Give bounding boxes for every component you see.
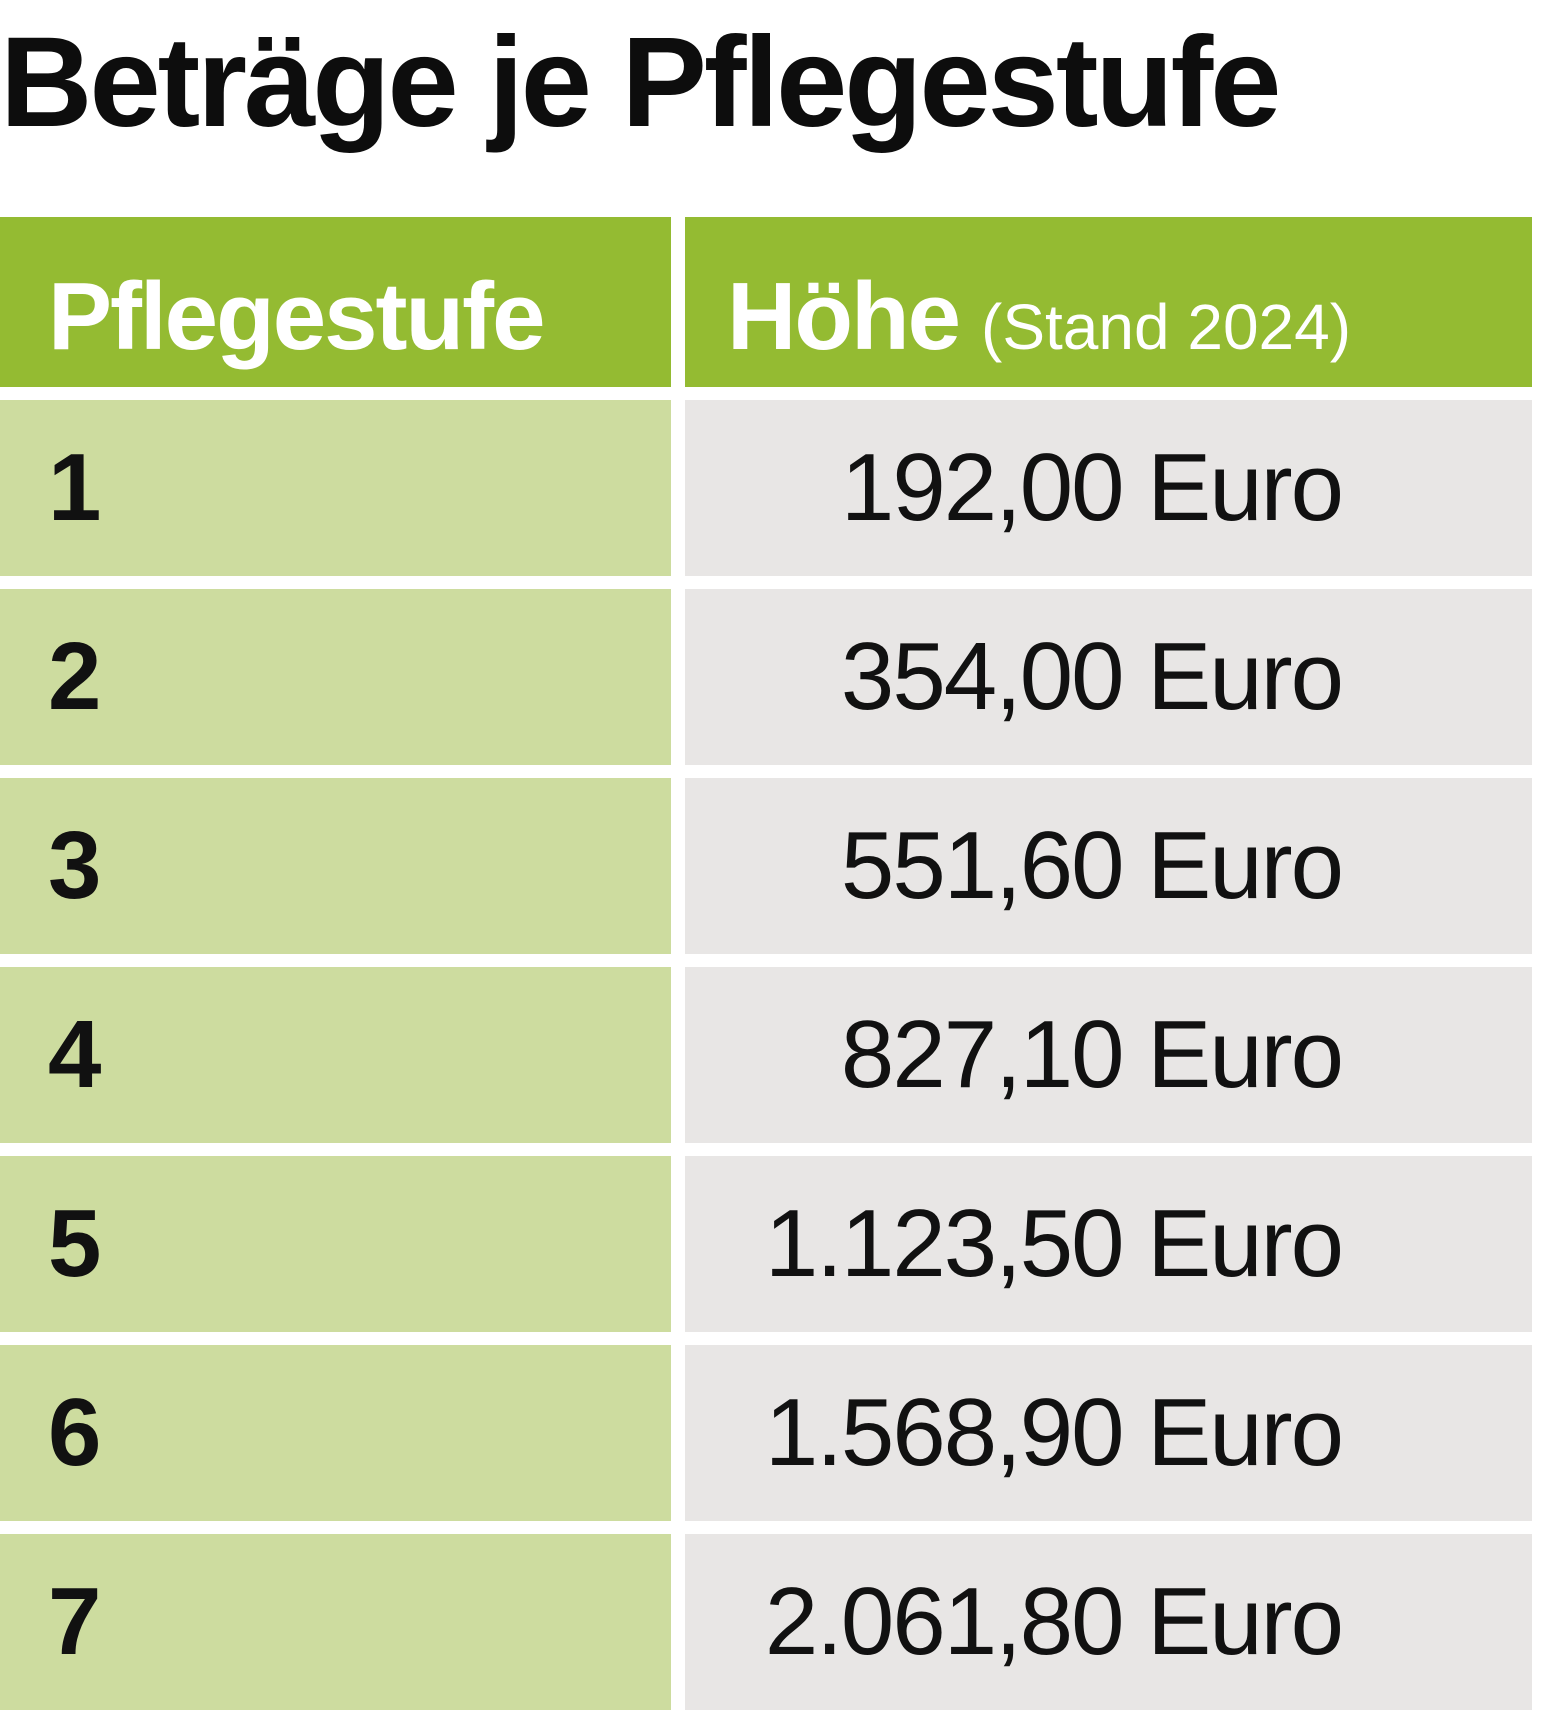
pflegestufe-table: Pflegestufe Höhe (Stand 2024) 1 192,00 E… bbox=[0, 217, 1532, 1723]
amount-value: 192,00 Euro bbox=[840, 434, 1344, 541]
level-value: 2 bbox=[48, 623, 102, 730]
level-cell: 1 bbox=[0, 400, 671, 576]
table-row: 1 192,00 Euro bbox=[0, 400, 1532, 576]
amount-cell: 1.123,50 Euro bbox=[685, 1156, 1532, 1332]
amount-value: 1.123,50 Euro bbox=[764, 1190, 1344, 1297]
header-label-hoehe: Höhe bbox=[727, 263, 961, 370]
amount-cell: 354,00 Euro bbox=[685, 589, 1532, 765]
amount-value: 827,10 Euro bbox=[840, 1001, 1344, 1108]
table-header-row: Pflegestufe Höhe (Stand 2024) bbox=[0, 217, 1532, 387]
header-cell-hoehe: Höhe (Stand 2024) bbox=[685, 217, 1532, 387]
level-value: 6 bbox=[48, 1379, 102, 1486]
level-value: 5 bbox=[48, 1190, 102, 1297]
amount-cell: 1.568,90 Euro bbox=[685, 1345, 1532, 1521]
header-cell-pflegestufe: Pflegestufe bbox=[0, 217, 671, 387]
table-row: 4 827,10 Euro bbox=[0, 967, 1532, 1143]
page-title: Beträge je Pflegestufe bbox=[0, 11, 1281, 154]
amount-cell: 827,10 Euro bbox=[685, 967, 1532, 1143]
level-value: 1 bbox=[48, 434, 102, 541]
level-value: 4 bbox=[48, 1001, 102, 1108]
amount-value: 2.061,80 Euro bbox=[764, 1568, 1344, 1675]
level-value: 7 bbox=[48, 1568, 102, 1675]
amount-cell: 2.061,80 Euro bbox=[685, 1534, 1532, 1710]
amount-value: 354,00 Euro bbox=[840, 623, 1344, 730]
level-cell: 7 bbox=[0, 1534, 671, 1710]
level-cell: 2 bbox=[0, 589, 671, 765]
level-value: 3 bbox=[48, 812, 102, 919]
table-row: 3 551,60 Euro bbox=[0, 778, 1532, 954]
table-row: 2 354,00 Euro bbox=[0, 589, 1532, 765]
amount-cell: 551,60 Euro bbox=[685, 778, 1532, 954]
level-cell: 5 bbox=[0, 1156, 671, 1332]
table-row: 7 2.061,80 Euro bbox=[0, 1534, 1532, 1710]
table-row: 6 1.568,90 Euro bbox=[0, 1345, 1532, 1521]
header-label-pflegestufe: Pflegestufe bbox=[48, 263, 545, 370]
amount-value: 551,60 Euro bbox=[840, 812, 1344, 919]
amount-cell: 192,00 Euro bbox=[685, 400, 1532, 576]
table-row: 5 1.123,50 Euro bbox=[0, 1156, 1532, 1332]
amount-value: 1.568,90 Euro bbox=[764, 1379, 1344, 1486]
level-cell: 6 bbox=[0, 1345, 671, 1521]
level-cell: 4 bbox=[0, 967, 671, 1143]
header-note-stand: (Stand 2024) bbox=[981, 291, 1352, 363]
level-cell: 3 bbox=[0, 778, 671, 954]
